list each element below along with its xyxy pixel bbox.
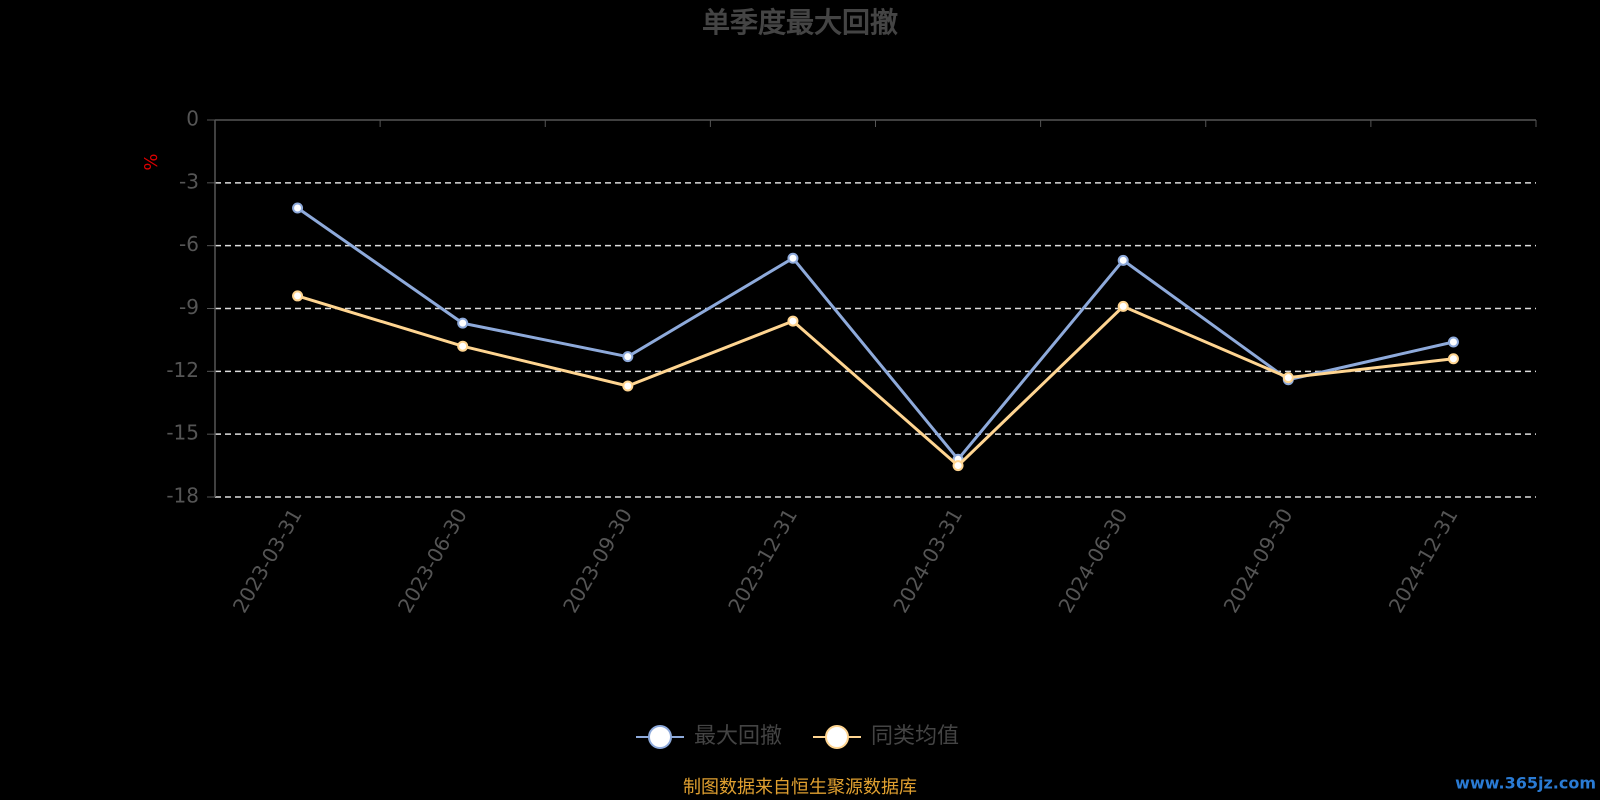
data-point <box>787 252 799 264</box>
series-line <box>297 294 1454 468</box>
data-point <box>1282 372 1294 384</box>
chart-title: 单季度最大回撤 <box>702 6 898 39</box>
data-point <box>1117 254 1129 266</box>
legend-label: 同类均值 <box>871 724 959 749</box>
legend-marker <box>648 725 672 749</box>
data-point <box>292 202 304 214</box>
legend-marker <box>825 725 849 749</box>
data-point <box>952 460 964 472</box>
legend-label: 最大回撤 <box>694 724 782 749</box>
x-tick-label: 2024-06-30 <box>1053 504 1132 617</box>
y-tick-label: -9 <box>179 295 199 319</box>
y-tick-label: -15 <box>166 421 199 445</box>
data-point <box>622 351 634 363</box>
y-tick-label: -6 <box>179 232 199 256</box>
data-point <box>622 380 634 392</box>
y-axis-label: % <box>141 153 162 170</box>
x-tick-label: 2023-03-31 <box>228 504 307 617</box>
y-tick-label: -12 <box>166 358 199 382</box>
data-point <box>1117 300 1129 312</box>
data-point <box>292 290 304 302</box>
y-tick-label: 0 <box>186 107 199 131</box>
data-point <box>1447 336 1459 348</box>
x-tick-label: 2024-12-31 <box>1384 504 1463 617</box>
x-tick-label: 2023-09-30 <box>558 504 637 617</box>
y-tick-label: -18 <box>166 484 199 508</box>
x-tick-label: 2023-12-31 <box>723 504 802 617</box>
x-tick-label: 2023-06-30 <box>393 504 472 617</box>
x-tick-label: 2024-03-31 <box>888 504 967 617</box>
series-line <box>296 206 1454 462</box>
x-tick-label: 2024-09-30 <box>1219 504 1298 617</box>
data-point <box>1447 353 1459 365</box>
data-point <box>787 315 799 327</box>
data-point <box>457 340 469 352</box>
source-note: 制图数据来自恒生聚源数据库 <box>683 777 917 798</box>
watermark: www.365jz.com <box>1455 774 1596 793</box>
data-point <box>457 317 469 329</box>
y-tick-label: -3 <box>179 169 199 193</box>
